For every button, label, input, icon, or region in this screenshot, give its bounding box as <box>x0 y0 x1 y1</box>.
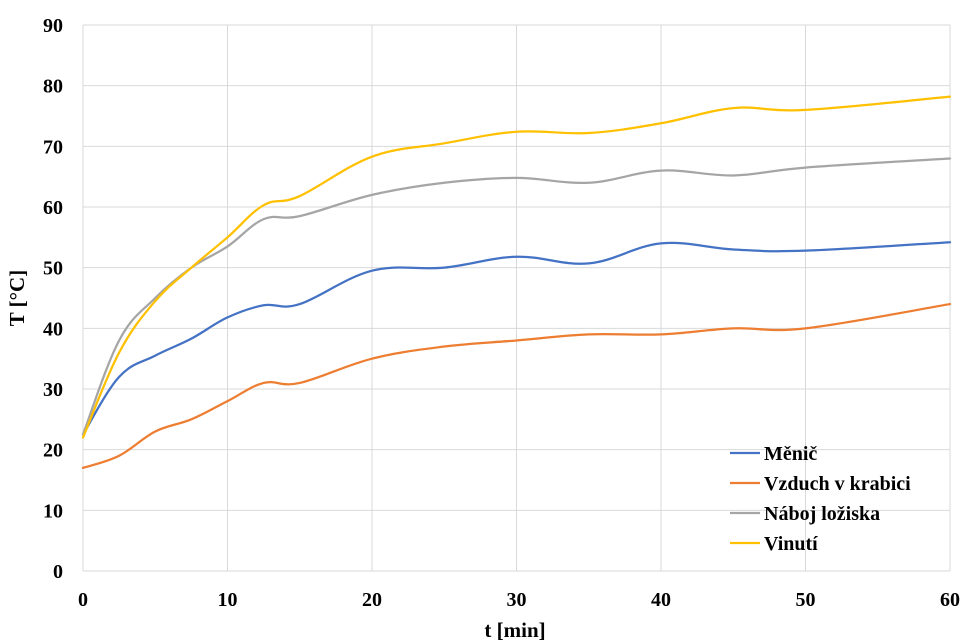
series-line-vzduch-v-krabici <box>81 302 952 469</box>
grid <box>82 24 951 572</box>
y-axis-label: T [°C] <box>5 270 29 326</box>
series-lines <box>81 95 952 469</box>
series-line-naboj-loziska <box>81 157 952 436</box>
x-tick-label: 20 <box>362 589 382 611</box>
y-tick-label: 20 <box>43 440 63 462</box>
x-tick-label: 40 <box>651 589 671 611</box>
y-tick-label: 80 <box>43 76 63 98</box>
y-tick-label: 40 <box>43 318 63 340</box>
y-tick-label: 50 <box>43 258 63 280</box>
x-axis-ticks: 0 10 20 30 40 50 60 <box>78 589 960 611</box>
x-tick-label: 60 <box>940 589 960 611</box>
x-tick-label: 10 <box>218 589 238 611</box>
y-tick-label: 70 <box>43 136 63 158</box>
x-tick-label: 50 <box>796 589 816 611</box>
y-axis-ticks: 0 10 20 30 40 50 60 70 80 90 <box>43 15 63 583</box>
legend: Měnič Vzduch v krabici Náboj ložiska Vinutí <box>730 443 911 555</box>
y-tick-label: 0 <box>53 561 63 583</box>
x-tick-label: 30 <box>507 589 527 611</box>
legend-label-vinuti: Vinutí <box>764 533 818 555</box>
x-axis-label: t [min] <box>484 618 545 642</box>
legend-label-naboj-loziska: Náboj ložiska <box>764 503 880 525</box>
x-tick-label: 0 <box>78 589 88 611</box>
y-tick-label: 60 <box>43 197 63 219</box>
legend-label-vzduch-v-krabici: Vzduch v krabici <box>764 473 911 495</box>
legend-label-menic: Měnič <box>764 443 817 465</box>
series-line-vinuti <box>81 95 952 439</box>
y-tick-label: 30 <box>43 379 63 401</box>
series-line-menic <box>81 241 952 436</box>
y-tick-label: 10 <box>43 500 63 522</box>
y-tick-label: 90 <box>43 15 63 37</box>
